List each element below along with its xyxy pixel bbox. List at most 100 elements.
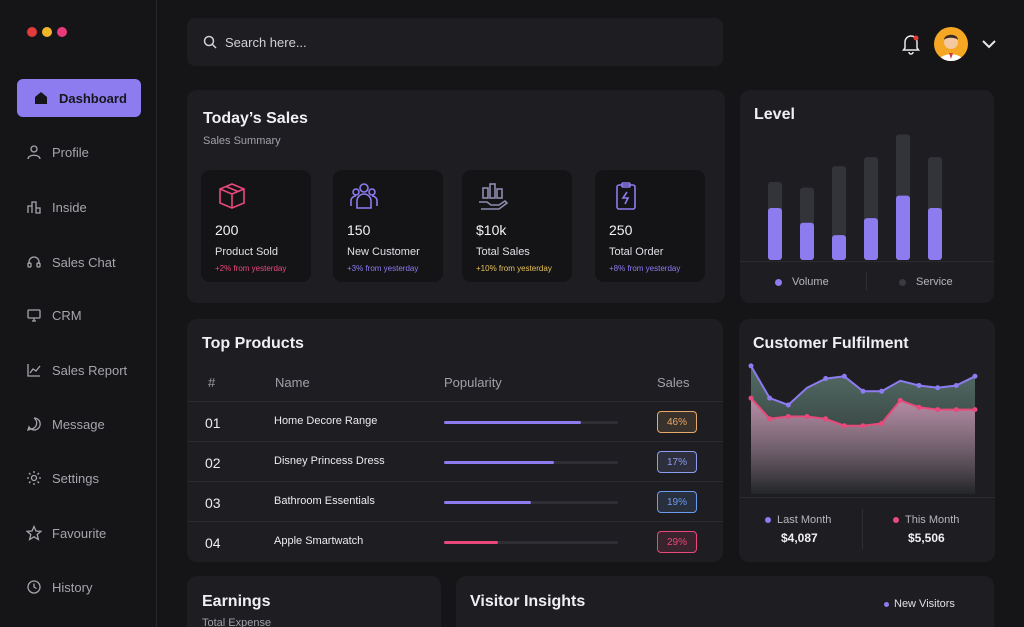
- sidebar-item-sales-chat[interactable]: Sales Chat: [17, 243, 141, 281]
- fulfilment-area-chart: [748, 363, 978, 494]
- stat-new-customer[interactable]: 150 New Customer +3% from yesterday: [333, 170, 443, 282]
- last-month-point: [935, 385, 941, 391]
- search-icon: [203, 35, 217, 49]
- popularity-bar: [444, 461, 618, 464]
- stat-label: Product Sold: [215, 246, 278, 258]
- line-chart-icon: [26, 362, 42, 378]
- card-title: Today’s Sales: [203, 110, 308, 127]
- this-month-point: [804, 414, 810, 419]
- popularity-fill: [444, 541, 498, 544]
- table-row[interactable]: 03 Bathroom Essentials 19%: [187, 481, 723, 521]
- legend-label: Service: [916, 276, 953, 288]
- user-icon: [26, 144, 42, 160]
- product-name: Disney Princess Dress: [274, 455, 385, 467]
- bar-chart-icon: [26, 199, 42, 215]
- legend-label: New Visitors: [894, 598, 955, 610]
- search-input[interactable]: [225, 34, 625, 50]
- stat-label: Total Order: [609, 246, 664, 258]
- stat-value: 200: [215, 222, 239, 238]
- sidebar-item-label: Dashboard: [59, 90, 127, 106]
- legend-dot: [893, 517, 899, 523]
- legend-label: This Month: [905, 514, 960, 526]
- volume-bar: [832, 235, 846, 260]
- sidebar-item-message[interactable]: Message: [17, 405, 141, 443]
- stat-change: +3% from yesterday: [347, 264, 419, 273]
- sidebar-item-inside[interactable]: Inside: [17, 188, 141, 226]
- maximize-dot[interactable]: [57, 27, 67, 37]
- notification-bell-icon[interactable]: [901, 33, 921, 55]
- sidebar-item-favourite[interactable]: Favourite: [17, 514, 141, 552]
- sidebar-item-label: Message: [52, 416, 105, 432]
- divider: [862, 509, 863, 549]
- popularity-bar: [444, 501, 618, 504]
- chevron-down-icon[interactable]: [981, 37, 997, 49]
- table-row[interactable]: 01 Home Decore Range 46%: [187, 401, 723, 441]
- sidebar-item-label: CRM: [52, 307, 82, 323]
- product-name: Apple Smartwatch: [274, 535, 364, 547]
- last-month-point: [972, 373, 978, 379]
- sidebar-item-label: Sales Chat: [52, 254, 116, 270]
- stat-value: 250: [609, 222, 633, 238]
- this-month-point: [767, 416, 773, 422]
- todays-sales-card: Today’s Sales Sales Summary 200 Product …: [187, 90, 725, 303]
- row-number: 02: [205, 455, 221, 471]
- row-number: 01: [205, 415, 221, 431]
- money-hand-icon: [477, 180, 509, 212]
- popularity-fill: [444, 421, 582, 424]
- stat-total-sales[interactable]: $10k Total Sales +10% from yesterday: [462, 170, 572, 282]
- level-card: Level Volume Service: [740, 90, 994, 303]
- legend-dot: [775, 278, 782, 286]
- sales-badge: 19%: [657, 491, 697, 513]
- sidebar-item-label: Sales Report: [52, 362, 128, 378]
- sidebar-item-label: Profile: [52, 144, 89, 160]
- stat-label: New Customer: [347, 246, 420, 258]
- legend-last-month: Last Month: [765, 514, 831, 526]
- sidebar-item-profile[interactable]: Profile: [17, 133, 141, 171]
- stat-value: 150: [347, 222, 371, 238]
- popularity-bar: [444, 541, 618, 544]
- headset-icon: [26, 254, 42, 270]
- this-month-point: [748, 395, 754, 401]
- minimize-dot[interactable]: [42, 27, 52, 37]
- stat-total-order[interactable]: 250 Total Order +8% from yesterday: [595, 170, 705, 282]
- popularity-fill: [444, 461, 554, 464]
- card-title: Earnings: [202, 593, 271, 610]
- last-month-point: [841, 373, 847, 379]
- volume-bar: [768, 208, 782, 260]
- sidebar: Dashboard Profile Inside Sales Chat CRM …: [0, 0, 157, 627]
- this-month-point: [841, 423, 847, 429]
- card-title: Top Products: [202, 335, 304, 352]
- last-month-point: [860, 388, 866, 394]
- avatar[interactable]: [934, 27, 968, 61]
- product-name: Bathroom Essentials: [274, 495, 375, 507]
- sidebar-item-label: Inside: [52, 199, 87, 215]
- chat-bubble-icon: [26, 416, 42, 432]
- last-month-point: [879, 388, 885, 394]
- monitor-icon: [26, 307, 42, 323]
- stat-product-sold[interactable]: 200 Product Sold +2% from yesterday: [201, 170, 311, 282]
- last-month-point: [785, 402, 791, 408]
- sidebar-item-dashboard[interactable]: Dashboard: [17, 79, 141, 117]
- this-month-point: [953, 407, 959, 413]
- column-header: Sales: [657, 375, 690, 390]
- sales-badge: 29%: [657, 531, 697, 553]
- home-icon: [33, 90, 49, 106]
- history-icon: [26, 579, 42, 595]
- volume-bar: [864, 218, 878, 260]
- this-month-point: [935, 407, 941, 413]
- sidebar-item-sales-report[interactable]: Sales Report: [17, 351, 141, 389]
- close-dot[interactable]: [27, 27, 37, 37]
- this-month-point: [860, 423, 866, 429]
- last-month-point: [953, 382, 959, 388]
- sidebar-item-crm[interactable]: CRM: [17, 296, 141, 334]
- stat-label: Total Sales: [476, 246, 530, 258]
- product-name: Home Decore Range: [274, 415, 378, 427]
- table-row[interactable]: 02 Disney Princess Dress 17%: [187, 441, 723, 481]
- sidebar-item-history[interactable]: History: [17, 568, 141, 606]
- column-header: Popularity: [444, 375, 502, 390]
- divider: [739, 497, 995, 498]
- card-subtitle: Sales Summary: [203, 135, 281, 147]
- users-icon: [348, 180, 380, 212]
- sidebar-item-settings[interactable]: Settings: [17, 459, 141, 497]
- table-row[interactable]: 04 Apple Smartwatch 29%: [187, 521, 723, 561]
